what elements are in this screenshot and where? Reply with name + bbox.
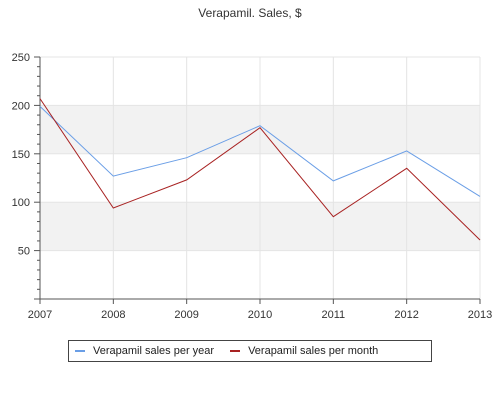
- chart-legend: Verapamil sales per year Verapamil sales…: [68, 340, 432, 362]
- data-point: [185, 178, 188, 181]
- data-point: [332, 215, 335, 218]
- y-tick-label: 250: [12, 52, 30, 64]
- axes: 50 100 150 200 250 2007 2008 2009 2010 2011 2012 20…: [12, 52, 493, 321]
- legend-item-series-1[interactable]: Verapamil sales per year: [75, 345, 214, 357]
- data-point: [479, 195, 482, 198]
- data-point: [259, 126, 262, 129]
- y-tick-label: 100: [12, 197, 30, 209]
- x-tick-label: 2011: [322, 309, 346, 321]
- series-line-2: [39, 98, 481, 241]
- x-tick-label: 2007: [28, 309, 52, 321]
- data-point: [185, 156, 188, 159]
- data-point: [39, 97, 42, 100]
- legend-label-series-1: Verapamil sales per year: [93, 345, 215, 357]
- data-point: [405, 167, 408, 170]
- data-point: [39, 105, 42, 108]
- x-tick-label: 2009: [174, 309, 198, 321]
- data-point: [112, 207, 115, 210]
- x-tick-label: 2010: [248, 309, 272, 321]
- grid-lines: [39, 56, 481, 299]
- y-tick-label: 50: [18, 246, 30, 258]
- x-tick-label: 2008: [101, 309, 125, 321]
- chart-title: Verapamil. Sales, $: [198, 6, 302, 20]
- legend-swatch-series-2: [230, 350, 241, 352]
- data-point: [479, 238, 482, 241]
- y-tick-label: 200: [12, 100, 30, 112]
- legend-label-series-2: Verapamil sales per month: [248, 345, 379, 357]
- data-point: [405, 149, 408, 152]
- x-tick-label: 2012: [394, 309, 418, 321]
- legend-item-series-2[interactable]: Verapamil sales per month: [230, 345, 378, 357]
- data-point: [332, 179, 335, 182]
- series-lines: [39, 97, 482, 241]
- series-line-1: [39, 106, 481, 197]
- y-tick-label: 150: [12, 149, 30, 161]
- legend-swatch-series-1: [75, 350, 85, 352]
- data-point: [112, 175, 115, 178]
- x-tick-label: 2013: [468, 309, 492, 321]
